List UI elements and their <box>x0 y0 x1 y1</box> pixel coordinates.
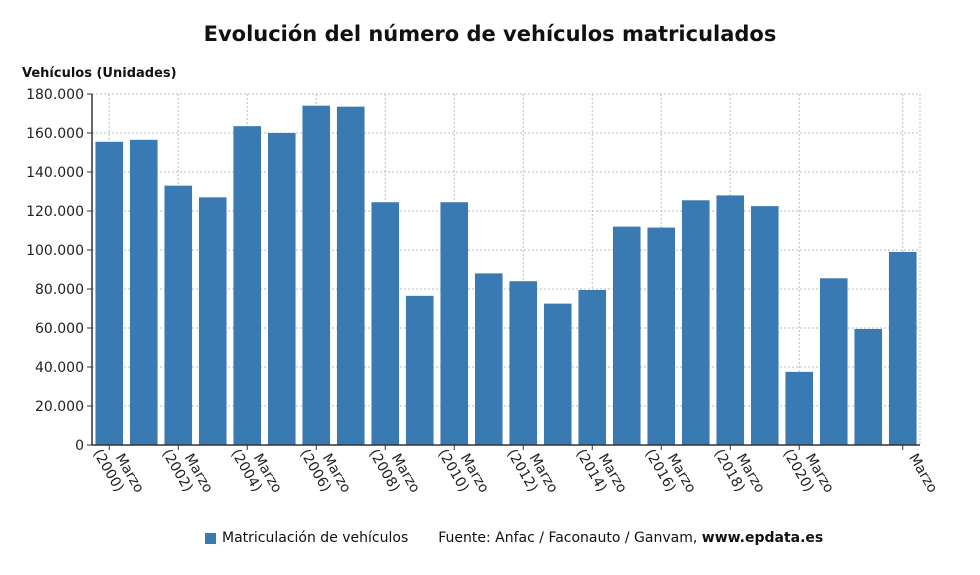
y-axis-title: Vehículos (Unidades) <box>22 66 177 81</box>
bar <box>474 273 503 445</box>
bar <box>578 289 607 445</box>
bar <box>716 195 745 445</box>
y-tick-label: 20.000 <box>35 399 84 415</box>
x-tick-label: Marzo(2006) <box>297 438 354 504</box>
y-tick-label: 0 <box>75 438 84 454</box>
bar <box>750 206 779 445</box>
bar <box>198 197 227 445</box>
bar <box>405 295 434 445</box>
source-note: Fuente: Anfac / Faconauto / Ganvam, www.… <box>438 530 823 546</box>
x-tick-label: Marzo(2000) <box>90 438 147 504</box>
bar <box>888 251 917 445</box>
y-tick-label: 180.000 <box>26 87 84 103</box>
bar <box>647 227 676 445</box>
bar <box>336 106 365 446</box>
bar <box>267 133 296 445</box>
legend: Matriculación de vehículos Fuente: Anfac… <box>205 530 823 546</box>
bar <box>819 278 848 445</box>
bar <box>509 281 538 445</box>
y-tick-label: 80.000 <box>35 282 84 298</box>
x-tick-label: Marzo(2014) <box>573 438 630 504</box>
y-tick-label: 40.000 <box>35 360 84 376</box>
chart-title: Evolución del número de vehículos matric… <box>203 22 777 46</box>
bar <box>95 141 124 445</box>
bar <box>854 328 883 445</box>
x-tick-label: Marzo(2004) <box>228 438 285 504</box>
x-tick-label: Marzo(2010) <box>435 438 492 504</box>
bar <box>543 303 572 445</box>
bar <box>233 126 262 446</box>
x-tick-label: Marzo <box>905 451 940 496</box>
legend-swatch <box>205 532 216 544</box>
bar <box>681 200 710 445</box>
bar <box>129 139 158 445</box>
bar <box>371 202 400 445</box>
x-tick-label: Marzo(2002) <box>159 438 216 504</box>
bar <box>164 185 193 445</box>
x-tick-label: Marzo(2018) <box>711 438 768 504</box>
y-tick-label: 160.000 <box>26 126 84 142</box>
bar <box>302 105 331 445</box>
x-tick-label: Marzo(2020) <box>780 438 837 504</box>
y-tick-label: 60.000 <box>35 321 84 337</box>
source-text: Fuente: Anfac / Faconauto / Ganvam, <box>438 530 698 546</box>
source-site: www.epdata.es <box>701 530 824 546</box>
bar-chart: 0 20.000 40.000 60.000 80.000 100.000 120.000 1… <box>26 87 940 504</box>
y-tick-label: 140.000 <box>26 165 84 181</box>
legend-series-label: Matriculación de vehículos <box>222 530 409 546</box>
y-tick-label: 120.000 <box>26 204 84 220</box>
x-tick-label: Marzo(2008) <box>366 438 423 504</box>
x-tick-label: Marzo(2016) <box>642 438 699 504</box>
bar <box>612 226 641 445</box>
x-tick-label: Marzo(2012) <box>504 438 561 504</box>
bar <box>785 371 814 445</box>
y-tick-label: 100.000 <box>26 243 84 259</box>
bar <box>440 202 469 445</box>
